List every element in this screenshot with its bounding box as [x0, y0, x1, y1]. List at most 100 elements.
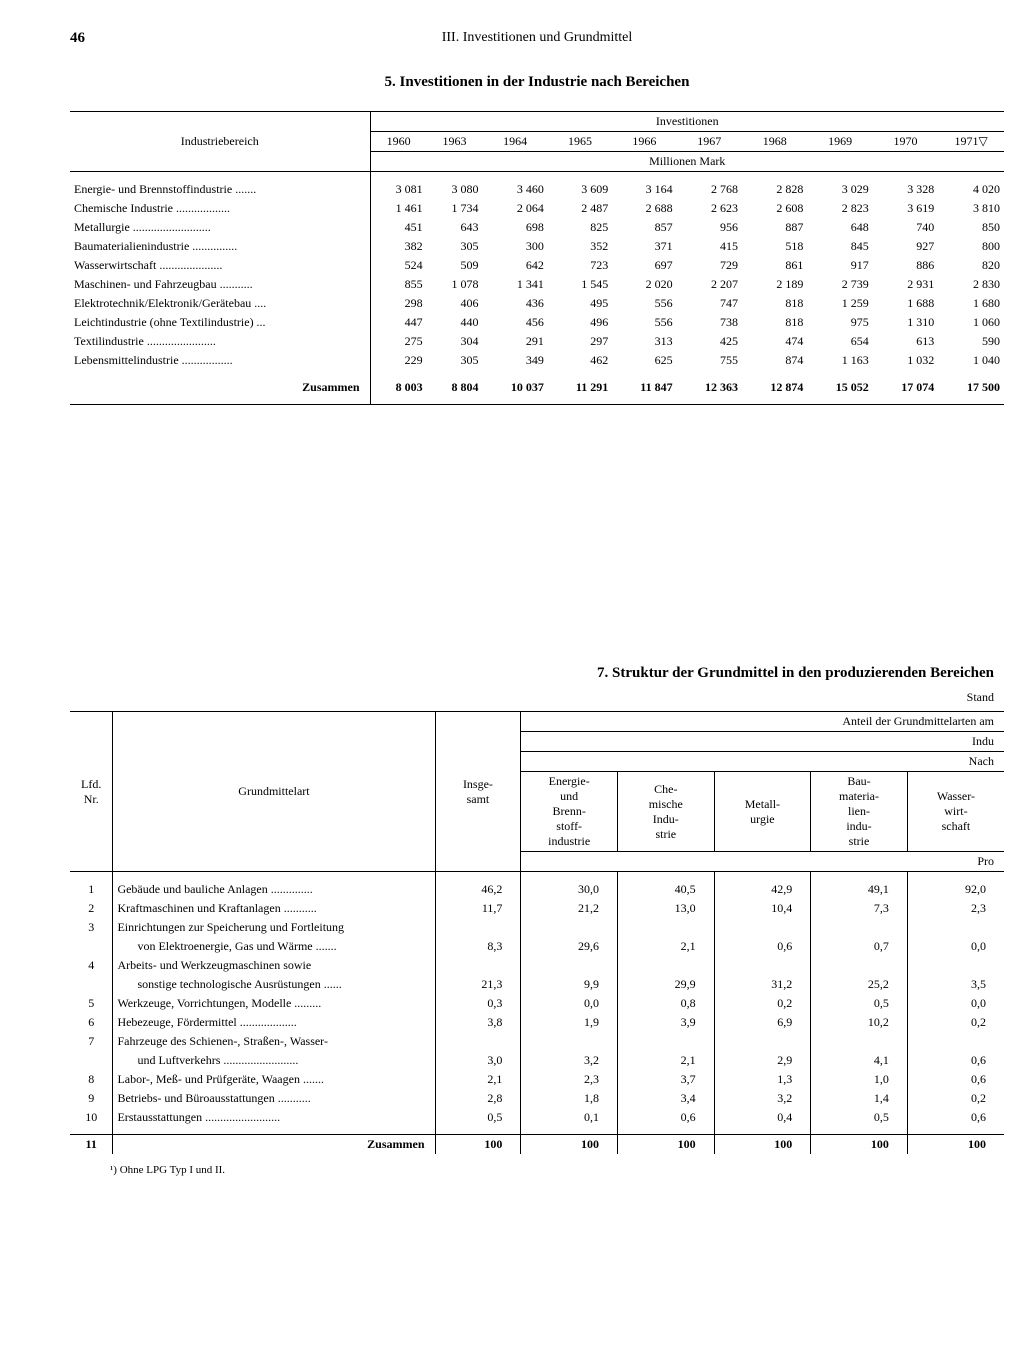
- t1-cell: 3 164: [612, 180, 676, 199]
- t1-cell: 3 460: [482, 180, 547, 199]
- t2-cell: 29,9: [617, 975, 714, 994]
- t1-cell: 2 823: [807, 199, 872, 218]
- t1-cell: 1 310: [873, 313, 938, 332]
- t1-cell: 855: [370, 275, 427, 294]
- t2-cell: 6,9: [714, 1013, 811, 1032]
- t1-row-label: Metallurgie ..........................: [70, 218, 370, 237]
- t2-cell: 21,3: [435, 975, 521, 994]
- t2-cell: 0,6: [617, 1108, 714, 1127]
- t1-cell: 313: [612, 332, 676, 351]
- t2-cell: 2,8: [435, 1089, 521, 1108]
- t1-total-cell: 8 003: [370, 378, 427, 397]
- t2-col-header: Wasser- wirt- schaft: [907, 772, 1004, 852]
- t1-cell: 3 029: [807, 180, 872, 199]
- t1-cell: 1 341: [482, 275, 547, 294]
- t1-cell: 1 078: [427, 275, 483, 294]
- t2-cell: 3,0: [435, 1051, 521, 1070]
- t2-cell: 0,7: [811, 937, 908, 956]
- t2-col-header: Energie- und Brenn- stoff- industrie: [521, 772, 618, 852]
- t2-cell: 0,2: [714, 994, 811, 1013]
- t1-row-header: Industriebereich: [70, 112, 370, 172]
- t2-cell: 21,2: [521, 899, 618, 918]
- t2-total-cell: 100: [617, 1135, 714, 1155]
- t1-cell: 229: [370, 351, 427, 370]
- t2-lfd: 8: [70, 1070, 113, 1089]
- t1-cell: 1 680: [938, 294, 1004, 313]
- t2-total-n: 11: [70, 1135, 113, 1155]
- t1-total-cell: 10 037: [482, 378, 547, 397]
- t2-cell: 0,0: [521, 994, 618, 1013]
- t2-cell: 1,9: [521, 1013, 618, 1032]
- t2-cell: 4,1: [811, 1051, 908, 1070]
- t2-cell: [521, 956, 618, 975]
- t1-row-label: Wasserwirtschaft .....................: [70, 256, 370, 275]
- t2-cell: 0,6: [907, 1070, 1004, 1089]
- t1-cell: 524: [370, 256, 427, 275]
- t2-row-label: Fahrzeuge des Schienen-, Straßen-, Wasse…: [113, 1032, 435, 1051]
- t2-lfd: 1: [70, 880, 113, 899]
- t2-cell: 2,1: [617, 1051, 714, 1070]
- t2-lfd: 10: [70, 1108, 113, 1127]
- t1-total-cell: 12 874: [742, 378, 807, 397]
- t2-row-label: und Luftverkehrs .......................…: [113, 1051, 435, 1070]
- t1-cell: 3 328: [873, 180, 938, 199]
- t1-cell: 371: [612, 237, 676, 256]
- t1-cell: 850: [938, 218, 1004, 237]
- t2-insge-header: Insge- samt: [435, 712, 521, 872]
- t1-cell: 298: [370, 294, 427, 313]
- t2-lfd: [70, 1051, 113, 1070]
- t1-cell: 3 619: [873, 199, 938, 218]
- t2-cell: [811, 956, 908, 975]
- t1-cell: 462: [548, 351, 612, 370]
- t2-lfd: [70, 975, 113, 994]
- t1-cell: 474: [742, 332, 807, 351]
- t2-cell: 0,0: [907, 994, 1004, 1013]
- t1-cell: 425: [677, 332, 742, 351]
- t2-cell: [617, 956, 714, 975]
- t1-cell: 648: [807, 218, 872, 237]
- t1-total-cell: 15 052: [807, 378, 872, 397]
- footnote: ¹) Ohne LPG Typ I und II.: [70, 1164, 1004, 1176]
- t2-cell: 8,3: [435, 937, 521, 956]
- t1-cell: 275: [370, 332, 427, 351]
- t2-cell: 0,1: [521, 1108, 618, 1127]
- t2-cell: 31,2: [714, 975, 811, 994]
- t2-cell: [811, 1032, 908, 1051]
- t2-total-label: Zusammen: [113, 1135, 435, 1155]
- t2-cell: 0,6: [714, 937, 811, 956]
- t1-cell: 740: [873, 218, 938, 237]
- t2-cell: 40,5: [617, 880, 714, 899]
- t1-cell: 495: [548, 294, 612, 313]
- t2-row-label: Einrichtungen zur Speicherung und Fortle…: [113, 918, 435, 937]
- t1-year-1971▽: 1971▽: [938, 132, 1004, 152]
- t2-cell: 49,1: [811, 880, 908, 899]
- t1-cell: 2 688: [612, 199, 676, 218]
- t1-cell: 447: [370, 313, 427, 332]
- t1-year-1964: 1964: [482, 132, 547, 152]
- t1-total-label: Zusammen: [70, 378, 370, 397]
- t1-total-cell: 17 074: [873, 378, 938, 397]
- t1-cell: 352: [548, 237, 612, 256]
- t2-cell: [435, 918, 521, 937]
- t2-lfd: [70, 937, 113, 956]
- t2-row-label: Labor-, Meß- und Prüfgeräte, Waagen ....…: [113, 1070, 435, 1089]
- t1-year-1965: 1965: [548, 132, 612, 152]
- t2-cell: 3,2: [521, 1051, 618, 1070]
- t1-cell: 738: [677, 313, 742, 332]
- t1-cell: 305: [427, 237, 483, 256]
- t1-year-1968: 1968: [742, 132, 807, 152]
- t1-cell: 2 064: [482, 199, 547, 218]
- t2-cell: 2,3: [907, 899, 1004, 918]
- t2-cell: 9,9: [521, 975, 618, 994]
- t2-row-label: sonstige technologische Ausrüstungen ...…: [113, 975, 435, 994]
- t1-cell: 1 461: [370, 199, 427, 218]
- section-5-title: 5. Investitionen in der Industrie nach B…: [70, 74, 1004, 91]
- t1-year-1967: 1967: [677, 132, 742, 152]
- t1-cell: 2 608: [742, 199, 807, 218]
- t1-cell: 800: [938, 237, 1004, 256]
- t1-cell: 451: [370, 218, 427, 237]
- t2-row-label: Betriebs- und Büroausstattungen ........…: [113, 1089, 435, 1108]
- t2-lfd: 7: [70, 1032, 113, 1051]
- t2-cell: 1,0: [811, 1070, 908, 1089]
- t2-cell: 2,3: [521, 1070, 618, 1089]
